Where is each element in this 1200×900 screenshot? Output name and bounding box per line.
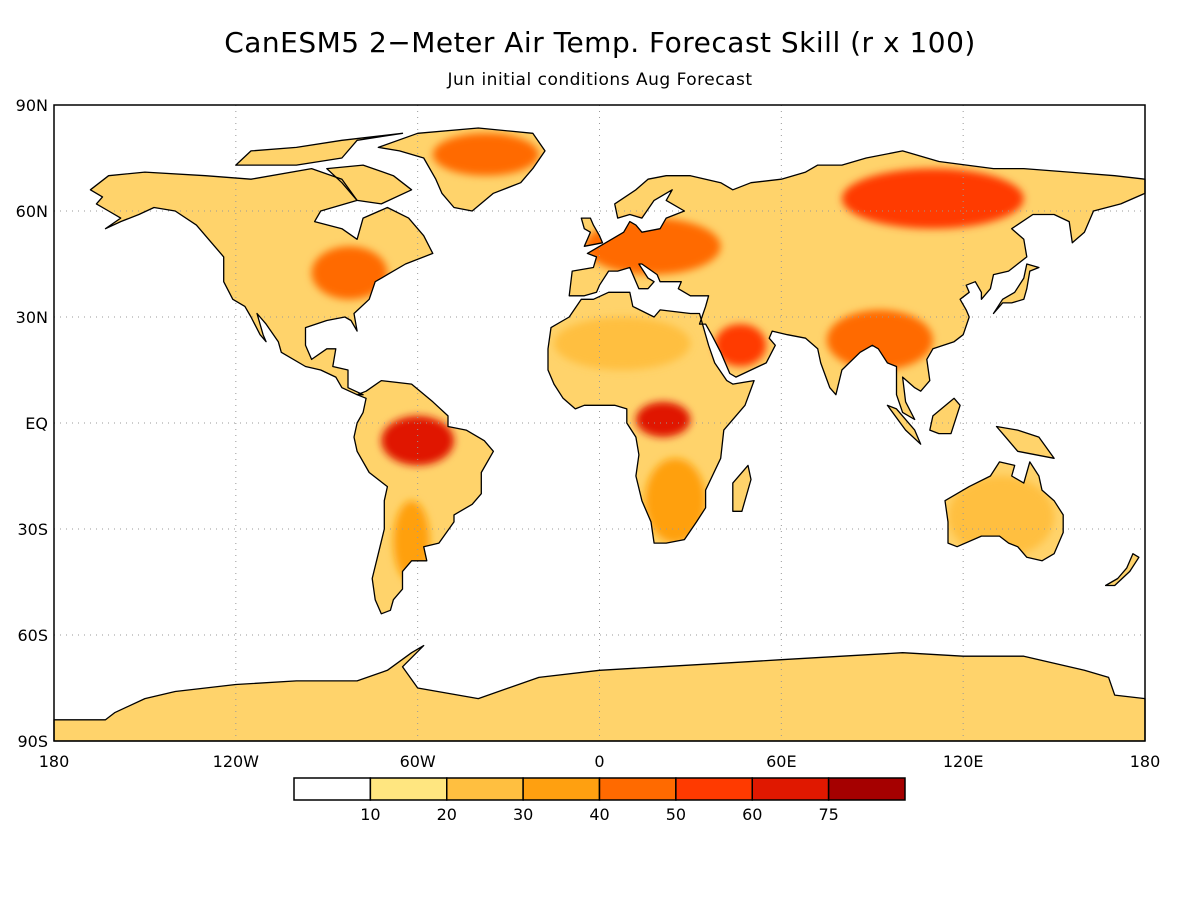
skill-region-6 <box>948 476 1055 558</box>
coastline-north-america <box>89 167 434 396</box>
latitude-labels: 90N 60N 30N EQ 30S 60S 90S <box>16 96 48 751</box>
colorbar-box <box>598 777 677 801</box>
coastline-australia <box>944 461 1064 562</box>
coastline-borneo <box>929 397 961 435</box>
coastline-arctic-islands <box>235 132 404 166</box>
lat-label: 90N <box>16 96 48 115</box>
coastline-africa <box>547 291 755 544</box>
colorbar-box <box>675 777 753 801</box>
lon-label: 180 <box>1130 752 1161 771</box>
colorbar-label: 60 <box>742 805 762 824</box>
coastline-new-zealand <box>1104 553 1140 587</box>
colorbar-box <box>293 777 372 801</box>
coastline-new-guinea <box>995 425 1055 459</box>
map-frame <box>53 104 1146 742</box>
coastlines <box>53 127 1146 742</box>
lon-label: 60E <box>766 752 796 771</box>
colorbar-label: 20 <box>437 805 457 824</box>
lat-label: 60S <box>17 626 48 645</box>
lon-label: 180 <box>39 752 70 771</box>
skill-region-1 <box>635 401 691 438</box>
grid-lines <box>54 105 1145 741</box>
lat-label: 60N <box>16 202 48 221</box>
colorbar-box <box>751 777 830 801</box>
colorbar-box <box>369 777 448 801</box>
colorbar-box <box>446 777 524 801</box>
colorbar-label: 50 <box>666 805 686 824</box>
map-title: CanESM5 2−Meter Air Temp. Forecast Skill… <box>224 26 976 59</box>
coastline-madagascar <box>732 464 752 512</box>
skill-region-5 <box>826 309 933 370</box>
lat-label: 30S <box>17 520 48 539</box>
skill-region-7 <box>311 246 388 300</box>
lon-label: 0 <box>594 752 604 771</box>
coastline-baffin <box>326 164 413 205</box>
skill-region-0 <box>381 415 455 466</box>
colorbar-box <box>522 777 601 801</box>
skill-region-3 <box>432 133 539 176</box>
skill-region-2 <box>714 324 767 367</box>
colorbar-label: 75 <box>818 805 838 824</box>
colorbar-label: 10 <box>360 805 380 824</box>
coastline-antarctica <box>53 644 1146 742</box>
skill-region-9 <box>644 458 706 544</box>
skill-region-8 <box>554 317 691 370</box>
lon-label: 120E <box>943 752 984 771</box>
coastline-sumatra <box>886 404 922 445</box>
longitude-labels: 180 120W 60W 0 60E 120E 180 <box>39 752 1161 771</box>
lat-label: 30N <box>16 308 48 327</box>
skill-region-4 <box>841 168 1024 229</box>
colorbar-label: 30 <box>513 805 533 824</box>
coastline-eurasia <box>568 150 1146 421</box>
coastline-south-america <box>353 379 495 615</box>
map-subtitle: Jun initial conditions Aug Forecast <box>447 70 753 90</box>
lon-label: 120W <box>213 752 260 771</box>
coastline-greenland <box>377 127 546 212</box>
colorbar: 10 20 30 40 50 60 75 <box>293 777 906 824</box>
lat-label: EQ <box>25 414 48 433</box>
coastline-japan <box>992 263 1040 315</box>
colorbar-box <box>827 777 906 801</box>
colorbar-label: 40 <box>589 805 609 824</box>
lon-label: 60W <box>400 752 436 771</box>
lat-label: 90S <box>17 732 48 751</box>
coastline-uk <box>580 217 604 247</box>
